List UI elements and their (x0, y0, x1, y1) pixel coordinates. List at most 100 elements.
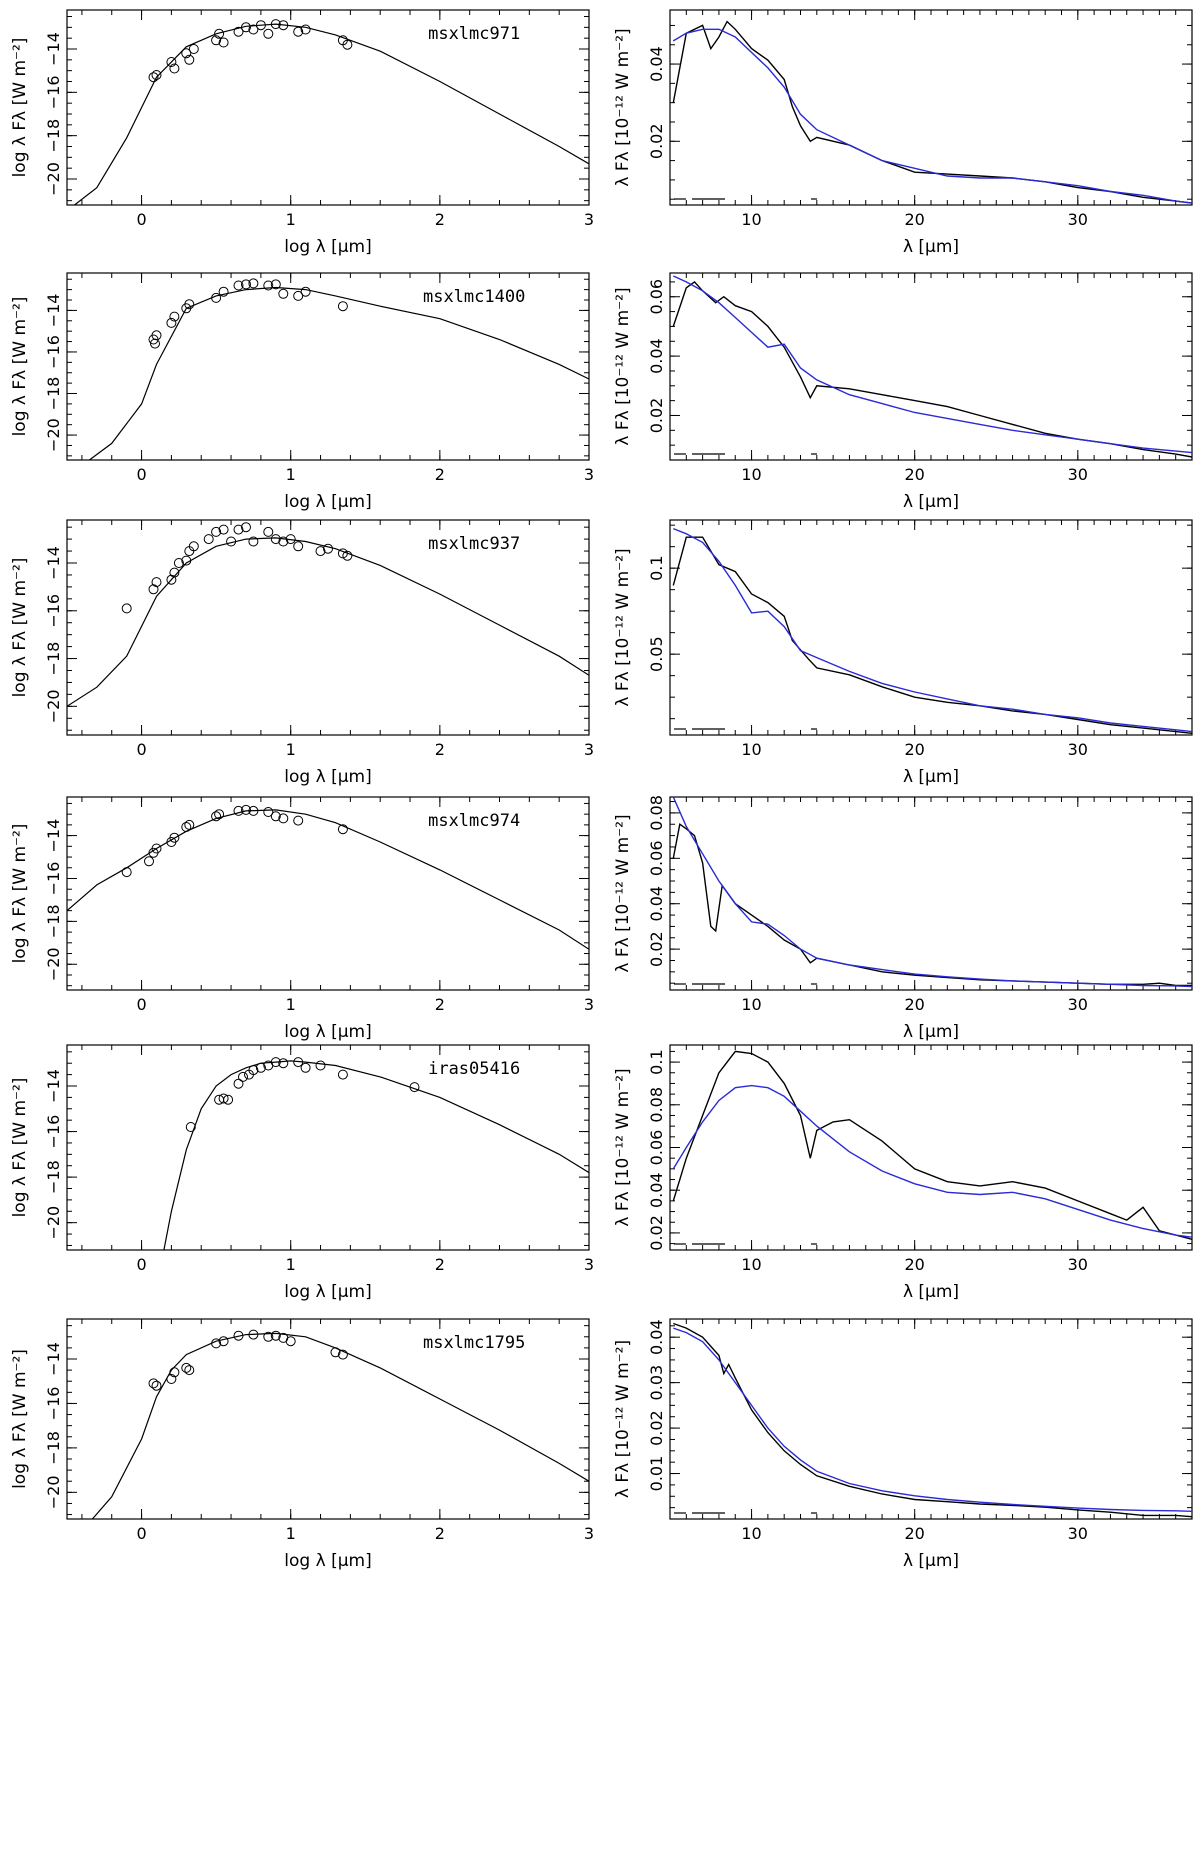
y-tick-label: 0.06 (647, 1130, 666, 1166)
y-tick-label: −16 (44, 335, 63, 369)
photometry-point (169, 311, 180, 322)
panel-7: 0 1 2 3 −20 −18 −16 −14 log λ [μm] log λ Fλ [W m⁻… (10, 796, 594, 1042)
model-spectrum-line (672, 797, 1192, 988)
photometry-point (278, 813, 289, 824)
photometry-point (293, 541, 304, 552)
x-tick-label: 0 (136, 1255, 146, 1274)
x-tick-label: 20 (905, 465, 925, 484)
axes-frame (669, 519, 1193, 736)
x-tick-label: 30 (1068, 740, 1088, 759)
photometry-point (337, 824, 348, 835)
photometry-point (285, 1336, 296, 1347)
photometry-point (181, 48, 192, 59)
photometry-point (169, 63, 180, 74)
x-tick-label: 10 (741, 1255, 761, 1274)
x-axis-label: λ [μm] (903, 492, 959, 512)
photometry-point (218, 37, 229, 48)
x-tick-label: 20 (905, 740, 925, 759)
photometry-point (278, 536, 289, 547)
photometry-point (270, 1057, 281, 1068)
photometry-point (241, 804, 251, 815)
x-tick-label: 2 (435, 740, 445, 759)
model-sed-line (74, 23, 589, 205)
x-tick-label: 1 (286, 1524, 296, 1543)
observed-spectrum-line (673, 1322, 1192, 1518)
photometry-point (151, 577, 162, 588)
y-axis-label: log λ Fλ [W m⁻²] (10, 824, 30, 964)
x-tick-label: 10 (741, 465, 761, 484)
photometry-point (248, 536, 259, 547)
photometry-point (184, 819, 195, 830)
y-tick-label: 0.1 (647, 1049, 666, 1074)
y-tick-label: 0.04 (647, 46, 666, 82)
y-tick-label: 0.06 (647, 840, 666, 876)
photometry-point (238, 1071, 248, 1082)
photometry-point (151, 70, 162, 80)
model-spectrum-line (672, 28, 1192, 204)
y-tick-label: 0.01 (647, 1456, 666, 1492)
y-tick-label: −18 (44, 377, 63, 411)
axes-frame (66, 272, 590, 461)
x-tick-label: 20 (905, 1255, 925, 1274)
y-axis-label: λ Fλ [10⁻¹² W m⁻²] (613, 28, 633, 186)
observed-spectrum-line (672, 20, 1192, 204)
x-tick-label: 10 (741, 1524, 761, 1543)
x-tick-label: 20 (905, 210, 925, 229)
photometry-point (121, 603, 132, 614)
y-tick-label: 0.02 (647, 398, 666, 434)
photometry-point (241, 22, 251, 33)
x-tick-label: 0 (136, 740, 146, 759)
y-tick-label: −14 (44, 546, 63, 580)
x-axis-label: λ [μm] (903, 1282, 959, 1302)
photometry-point (203, 534, 214, 545)
photometry-point (188, 541, 199, 552)
x-axis-label: log λ [μm] (284, 1282, 371, 1302)
y-tick-label: −20 (44, 1206, 63, 1240)
panel-title: msxlmc937 (428, 534, 520, 554)
x-tick-label: 3 (584, 465, 594, 484)
model-spectrum-line (673, 527, 1192, 733)
photometry-point (285, 534, 296, 545)
photometry-point (218, 286, 229, 297)
axes-frame (66, 796, 590, 991)
x-tick-label: 0 (136, 1524, 146, 1543)
photometry-point (270, 1330, 281, 1341)
y-tick-label: −16 (44, 75, 63, 109)
panel-title: iras05416 (428, 1059, 520, 1079)
y-tick-label: 0.02 (647, 1215, 666, 1251)
x-axis-label: λ [μm] (903, 1022, 959, 1042)
photometry-point (211, 292, 222, 303)
photometry-point (148, 72, 159, 83)
y-axis-label: log λ Fλ [W m⁻²] (10, 1078, 30, 1218)
photometry-point (330, 1347, 341, 1358)
y-tick-label: 0.04 (647, 1319, 666, 1355)
panel-title: msxlmc1400 (423, 287, 525, 307)
photometry-point (342, 39, 353, 50)
y-tick-label: 0.05 (647, 636, 666, 672)
photometry-point (263, 1331, 274, 1342)
photometry-point (263, 280, 274, 291)
axes-frame (669, 1044, 1193, 1251)
panel-4: 10 20 30 0.02 0.04 0.06 λ [μm] λ Fλ [10⁻¹² W m⁻… (613, 272, 1193, 512)
axes-frame (66, 1044, 590, 1251)
y-tick-label: −16 (44, 1387, 63, 1421)
photometry-point (248, 278, 259, 289)
photometry-point (218, 1093, 229, 1104)
photometry-point (151, 330, 162, 341)
panel-11: 0 1 2 3 −20 −18 −16 −14 log λ [μm] log λ Fλ [W m⁻… (10, 1318, 594, 1571)
y-tick-label: −16 (44, 1115, 63, 1149)
y-tick-label: 0.06 (647, 279, 666, 315)
photometry-point (144, 856, 154, 867)
y-tick-label: −18 (44, 119, 63, 153)
photometry-point (293, 26, 304, 37)
x-tick-label: 0 (136, 465, 146, 484)
photometry-point (181, 1362, 192, 1373)
photometry-point (293, 290, 304, 301)
y-tick-label: 0.02 (647, 931, 666, 967)
photometry-point (233, 280, 244, 291)
x-tick-label: 30 (1068, 210, 1088, 229)
x-tick-label: 0 (136, 995, 146, 1014)
photometry-point (184, 54, 195, 65)
photometry-point (233, 1330, 244, 1341)
panel-8: 10 20 30 0.02 0.04 0.06 0.08 λ [μm] λ Fλ [10⁻¹² … (613, 795, 1193, 1042)
